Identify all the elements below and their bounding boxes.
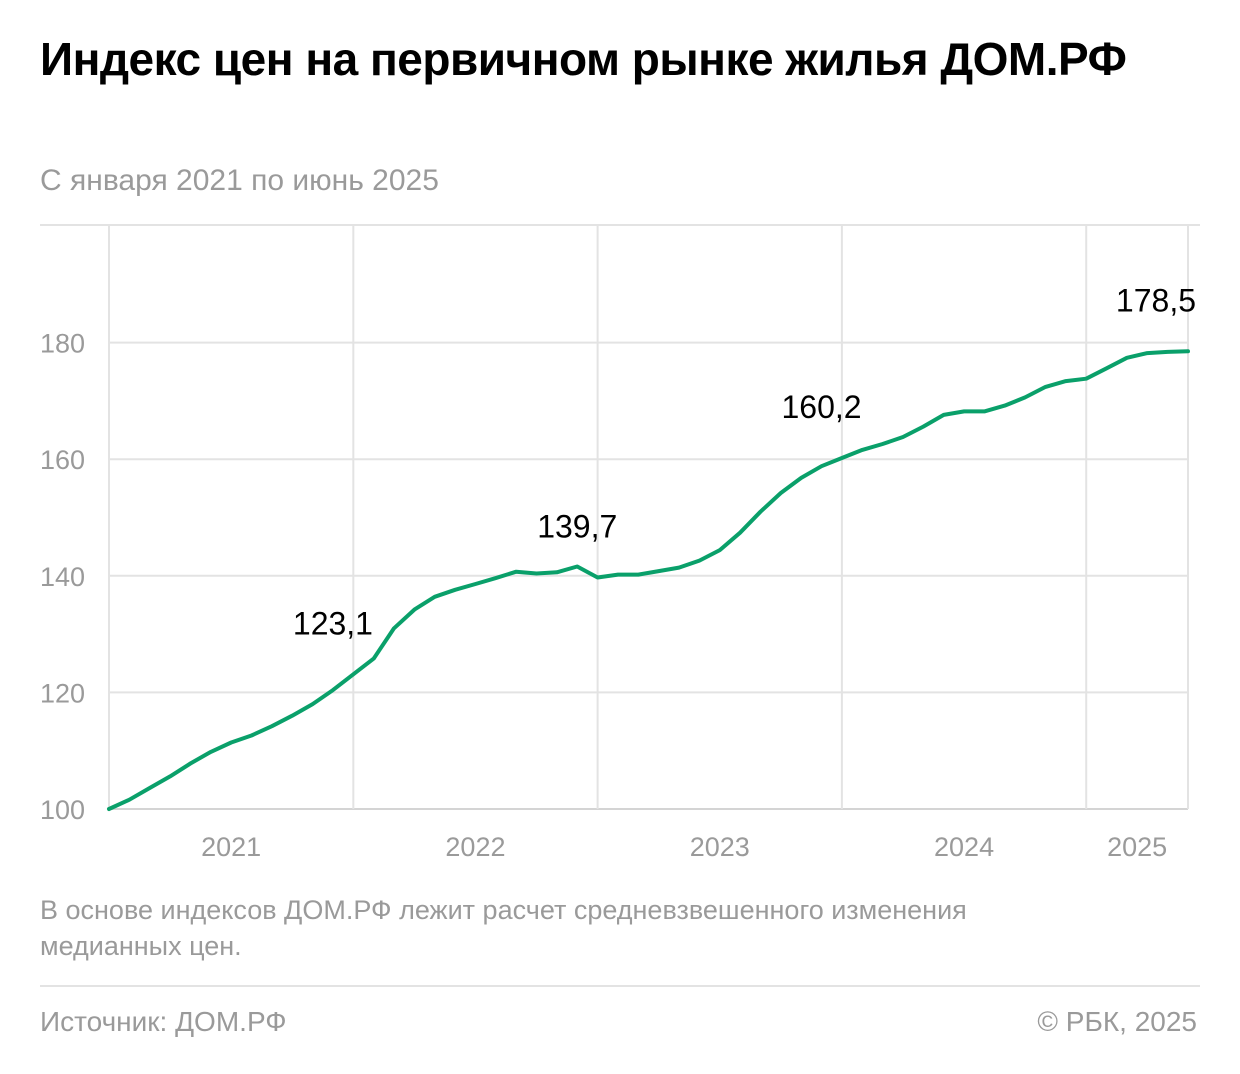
y-tick-label: 160 bbox=[40, 445, 85, 475]
top-divider bbox=[40, 224, 1200, 226]
grid-lines bbox=[108, 226, 1189, 810]
x-axis-ticks: 2021 2022 2023 2024 2025 bbox=[201, 832, 1167, 862]
x-tick-label: 2021 bbox=[201, 832, 261, 862]
x-tick-label: 2024 bbox=[934, 832, 994, 862]
data-label: 139,7 bbox=[537, 509, 617, 545]
series-layer bbox=[107, 349, 1190, 811]
data-label: 160,2 bbox=[782, 389, 862, 425]
bottom-divider bbox=[40, 985, 1200, 987]
x-tick-label: 2022 bbox=[445, 832, 505, 862]
chart-subtitle: С января 2021 по июнь 2025 bbox=[40, 164, 439, 197]
chart-title: Индекс цен на первичном рынке жилья ДОМ.… bbox=[40, 33, 1127, 85]
data-label: 123,1 bbox=[293, 605, 373, 641]
y-tick-label: 180 bbox=[40, 329, 85, 359]
copyright-label: © РБК, 2025 bbox=[1037, 1006, 1197, 1037]
series-line bbox=[107, 349, 1190, 811]
line-chart: 100 120 140 160 180 2021 2022 2023 2024 2025 123… bbox=[40, 226, 1196, 862]
data-labels: 123,1 139,7 160,2 178,5 bbox=[293, 282, 1196, 641]
data-label: 178,5 bbox=[1116, 282, 1196, 318]
y-tick-label: 120 bbox=[40, 678, 85, 708]
source-label: Источник: ДОМ.РФ bbox=[40, 1006, 287, 1037]
y-tick-label: 100 bbox=[40, 795, 85, 825]
y-axis-ticks: 100 120 140 160 180 bbox=[40, 329, 85, 825]
x-tick-label: 2025 bbox=[1107, 832, 1167, 862]
y-tick-label: 140 bbox=[40, 562, 85, 592]
methodology-note: В основе индексов ДОМ.РФ лежит расчет ср… bbox=[40, 895, 967, 961]
x-tick-label: 2023 bbox=[690, 832, 750, 862]
